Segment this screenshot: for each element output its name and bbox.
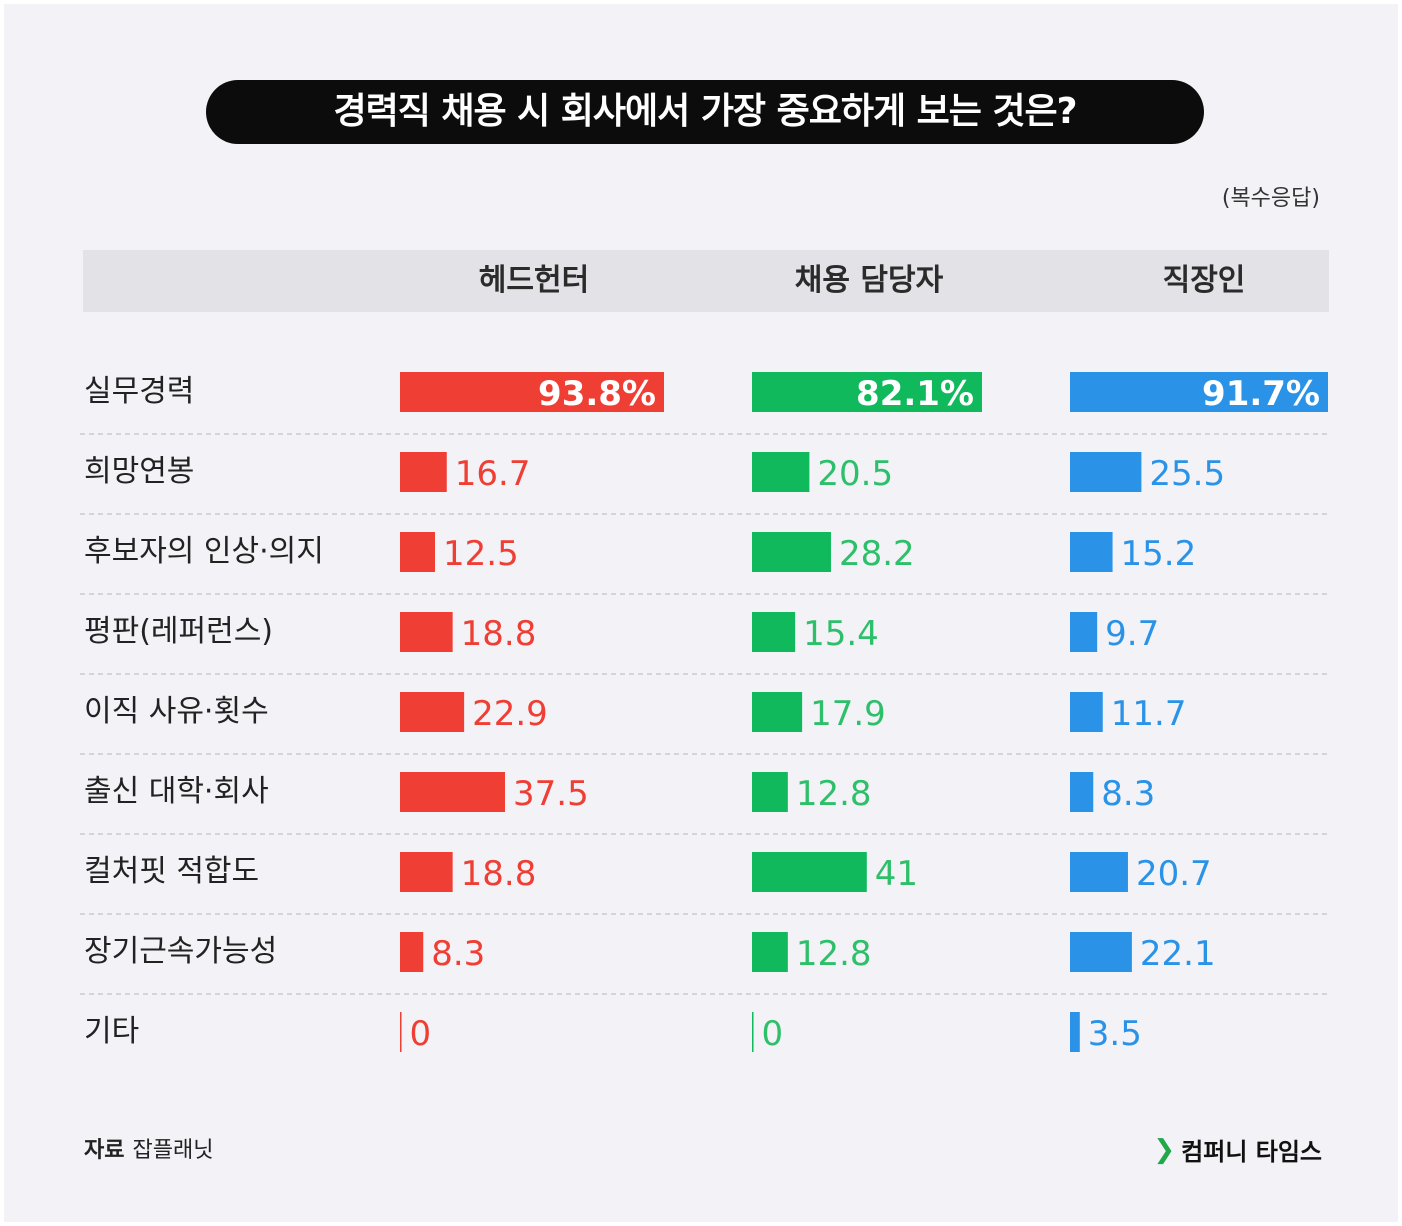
- value-label-recruiter: 28.2: [839, 534, 915, 574]
- row-label: 실무경력: [84, 374, 195, 409]
- bar-headhunter: [400, 532, 435, 572]
- bar-recruiter: [752, 532, 831, 572]
- brand-chevron-icon: ❯: [1153, 1134, 1176, 1165]
- value-label-recruiter: 12.8: [796, 774, 872, 814]
- column-header-band: [83, 250, 1329, 312]
- value-label-recruiter: 12.8: [796, 934, 872, 974]
- bar-employee: [1070, 452, 1142, 492]
- bar-employee: [1070, 532, 1113, 572]
- value-label-employee: 9.7: [1105, 614, 1159, 654]
- source-name: 잡플래닛: [132, 1138, 214, 1163]
- bar-employee: [1070, 372, 1328, 412]
- bar-recruiter: [752, 692, 803, 732]
- value-label-recruiter: 82.1%: [856, 374, 974, 414]
- value-label-headhunter: 93.8%: [538, 374, 656, 414]
- value-label-employee: 11.7: [1111, 694, 1187, 734]
- value-label-employee: 3.5: [1088, 1014, 1142, 1054]
- column-header-employee: 직장인: [1162, 263, 1246, 298]
- row-label: 희망연봉: [84, 454, 195, 489]
- value-label-employee: 8.3: [1101, 774, 1155, 814]
- value-label-headhunter: 37.5: [513, 774, 589, 814]
- multiple-response-note: (복수응답): [1221, 186, 1320, 211]
- value-label-employee: 25.5: [1149, 454, 1225, 494]
- bar-recruiter: [752, 1012, 754, 1052]
- bar-headhunter: [400, 692, 465, 732]
- value-label-employee: 91.7%: [1202, 374, 1320, 414]
- row-label: 평판(레퍼런스): [84, 614, 274, 649]
- bar-headhunter: [400, 1012, 402, 1052]
- value-label-recruiter: 20.5: [817, 454, 893, 494]
- bar-employee: [1070, 612, 1098, 652]
- value-label-employee: 22.1: [1140, 934, 1216, 974]
- bar-headhunter: [400, 452, 447, 492]
- value-label-headhunter: 22.9: [472, 694, 548, 734]
- row-label: 컬처핏 적합도: [84, 854, 260, 889]
- bar-employee: [1070, 852, 1128, 892]
- column-header-recruiter: 채용 담당자: [794, 263, 944, 298]
- brand-logo: ❯ 컴퍼니 타임스: [1153, 1132, 1322, 1167]
- bar-headhunter: [400, 852, 453, 892]
- bar-recruiter: [752, 612, 796, 652]
- value-label-recruiter: 15.4: [803, 614, 879, 654]
- bar-headhunter: [400, 612, 453, 652]
- brand-name: 컴퍼니 타임스: [1181, 1138, 1322, 1166]
- value-label-recruiter: 17.9: [810, 694, 886, 734]
- bar-employee: [1070, 932, 1132, 972]
- bar-employee: [1070, 1012, 1080, 1052]
- source-credit: 자료 잡플래닛: [84, 1132, 213, 1164]
- bar-recruiter: [752, 452, 810, 492]
- chart-card: 경력직 채용 시 회사에서 가장 중요하게 보는 것은? (복수응답) 헤드헌터…: [4, 4, 1398, 1222]
- value-label-headhunter: 8.3: [431, 934, 485, 974]
- bar-recruiter: [752, 932, 788, 972]
- value-label-headhunter: 12.5: [443, 534, 519, 574]
- bar-recruiter: [752, 772, 788, 812]
- bar-employee: [1070, 772, 1094, 812]
- value-label-headhunter: 16.7: [455, 454, 531, 494]
- bar-headhunter: [400, 372, 664, 412]
- row-label: 이직 사유·횟수: [84, 694, 269, 729]
- row-label: 후보자의 인상·의지: [84, 534, 324, 569]
- column-header-headhunter: 헤드헌터: [478, 263, 590, 298]
- bar-chart: 93.8% 82.1% 91.7% 16.7 20.5 25.5 12.5 28.2 15.2 1…: [80, 372, 1328, 1054]
- row-label: 기타: [84, 1014, 140, 1049]
- row-label: 출신 대학·회사: [84, 774, 269, 809]
- value-label-headhunter: 18.8: [461, 614, 537, 654]
- bar-employee: [1070, 692, 1103, 732]
- row-label: 장기근속가능성: [84, 934, 278, 969]
- bar-recruiter: [752, 852, 867, 892]
- value-label-headhunter: 18.8: [461, 854, 537, 894]
- bar-recruiter: [752, 372, 982, 412]
- bar-headhunter: [400, 932, 424, 972]
- chart-title: 경력직 채용 시 회사에서 가장 중요하게 보는 것은?: [206, 80, 1204, 144]
- value-label-headhunter: 0: [410, 1014, 432, 1054]
- bar-headhunter: [400, 772, 505, 812]
- value-label-recruiter: 41: [875, 854, 918, 894]
- value-label-employee: 15.2: [1121, 534, 1197, 574]
- value-label-employee: 20.7: [1136, 854, 1212, 894]
- source-label: 자료: [84, 1138, 125, 1163]
- value-label-recruiter: 0: [762, 1014, 784, 1054]
